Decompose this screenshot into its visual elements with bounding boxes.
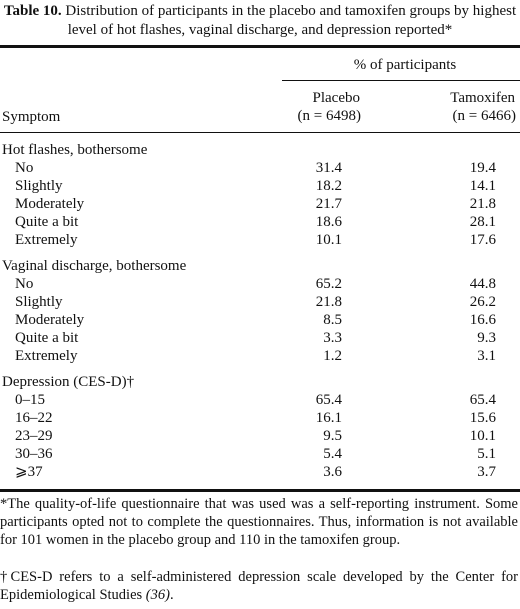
footnote-questionnaire: *The quality-of-life questionnaire that …	[0, 496, 518, 548]
footnote-cesd: †CES-D refers to a self-administered dep…	[0, 568, 518, 604]
row-label: Quite a bit	[15, 330, 79, 346]
section-title: Vaginal discharge, bothersome	[2, 258, 187, 274]
tamoxifen-value-cell: 3.1	[477, 348, 496, 364]
placebo-value-cell: 3.6	[323, 464, 342, 480]
row-label: Moderately	[15, 312, 85, 328]
row-label: Slightly	[15, 294, 63, 310]
placebo-value-cell: 21.7	[315, 196, 342, 212]
tamoxifen-value-cell: 28.1	[469, 214, 496, 230]
tamoxifen-value-cell: 9.3	[477, 330, 496, 346]
placebo-value-cell: 8.5	[323, 312, 342, 328]
tamoxifen-column-header: Tamoxifen	[450, 90, 515, 106]
placebo-value-cell: 3.3	[323, 330, 342, 346]
section-title: Depression (CES-D)†	[2, 374, 135, 390]
tamoxifen-value-cell: 65.4	[469, 392, 496, 408]
spanner-rule	[282, 80, 520, 81]
row-label: ⩾37	[15, 464, 43, 480]
row-label: No	[15, 160, 34, 176]
row-label: 0–15	[15, 392, 45, 408]
table-caption: Table 10. Distribution of participants i…	[0, 2, 520, 40]
tamoxifen-n-header: (n = 6466)	[452, 108, 516, 124]
placebo-value-cell: 16.1	[315, 410, 342, 426]
row-label: Moderately	[15, 196, 85, 212]
tamoxifen-value-cell: 26.2	[469, 294, 496, 310]
placebo-value-cell: 18.6	[315, 214, 342, 230]
bottom-rule	[0, 489, 520, 492]
footnote-cesd-end: .	[169, 587, 174, 603]
percent-spanner-header: % of participants	[353, 57, 457, 73]
placebo-value-cell: 31.4	[315, 160, 342, 176]
placebo-column-header: Placebo	[312, 90, 360, 106]
footnote-cesd-reference: (36)	[145, 587, 170, 603]
table-label: Table 10.	[3, 3, 62, 19]
symptom-column-header: Symptom	[2, 109, 61, 125]
tamoxifen-value-cell: 44.8	[469, 276, 496, 292]
table-caption-text: Distribution of participants in the plac…	[61, 3, 517, 38]
row-label: 23–29	[15, 428, 53, 444]
tamoxifen-value-cell: 5.1	[477, 446, 496, 462]
row-label: Slightly	[15, 178, 63, 194]
placebo-value-cell: 1.2	[323, 348, 342, 364]
row-label: 30–36	[15, 446, 53, 462]
tamoxifen-value-cell: 16.6	[469, 312, 496, 328]
placebo-value-cell: 5.4	[323, 446, 342, 462]
row-label: Extremely	[15, 348, 78, 364]
row-label: 16–22	[15, 410, 53, 426]
placebo-n-header: (n = 6498)	[297, 108, 361, 124]
top-rule	[0, 45, 520, 48]
tamoxifen-value-cell: 10.1	[469, 428, 496, 444]
tamoxifen-value-cell: 17.6	[469, 232, 496, 248]
row-label: Extremely	[15, 232, 78, 248]
placebo-value-cell: 65.2	[315, 276, 342, 292]
section-title: Hot flashes, bothersome	[2, 142, 148, 158]
placebo-value-cell: 10.1	[315, 232, 342, 248]
footnote-cesd-text: †CES-D refers to a self-administered dep…	[0, 569, 518, 603]
row-label: No	[15, 276, 34, 292]
placebo-value-cell: 18.2	[315, 178, 342, 194]
tamoxifen-value-cell: 14.1	[469, 178, 496, 194]
tamoxifen-value-cell: 15.6	[469, 410, 496, 426]
tamoxifen-value-cell: 19.4	[469, 160, 496, 176]
tamoxifen-value-cell: 21.8	[469, 196, 496, 212]
placebo-value-cell: 65.4	[315, 392, 342, 408]
placebo-value-cell: 9.5	[323, 428, 342, 444]
header-bottom-rule	[0, 132, 520, 133]
placebo-value-cell: 21.8	[315, 294, 342, 310]
row-label: Quite a bit	[15, 214, 79, 230]
tamoxifen-value-cell: 3.7	[477, 464, 496, 480]
